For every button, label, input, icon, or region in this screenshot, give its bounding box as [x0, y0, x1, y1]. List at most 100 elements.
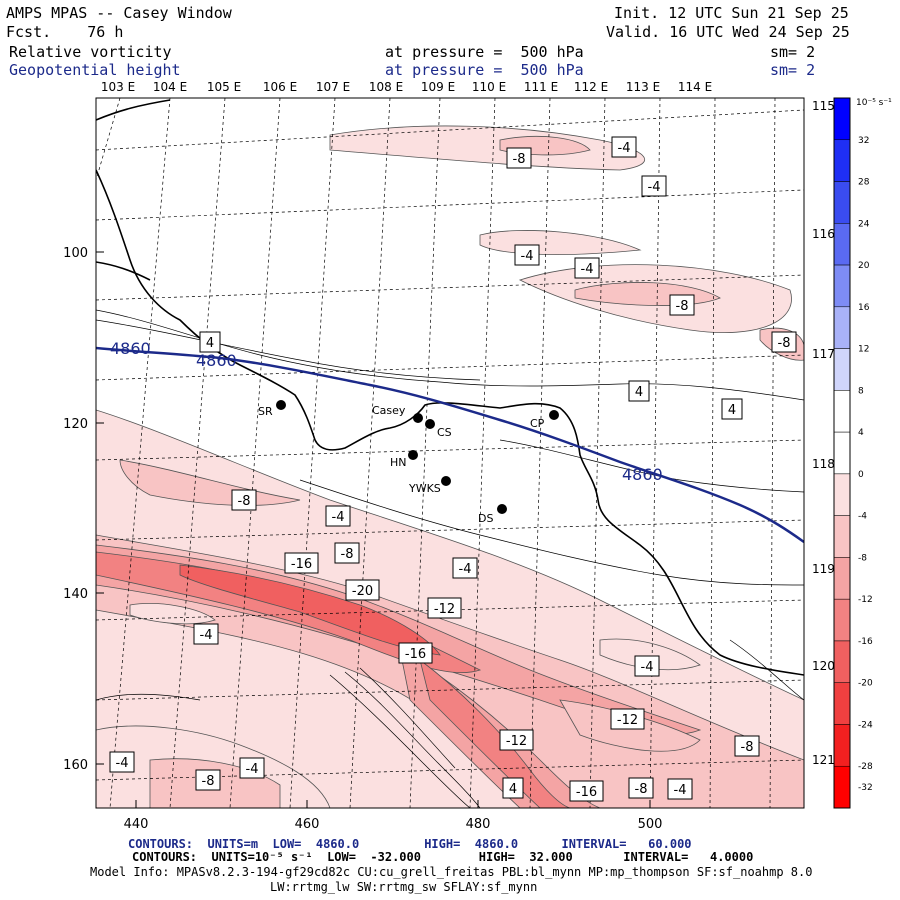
colorbar-label: -16	[858, 637, 873, 647]
svg-text:-8: -8	[202, 774, 215, 789]
vorticity-label: -4	[325, 505, 351, 527]
x-axis-ticks: 440 460 480 500	[124, 800, 663, 832]
map-frame	[95, 97, 805, 809]
svg-text:-8: -8	[513, 152, 526, 167]
vorticity-label: -20	[345, 579, 380, 601]
colorbar-swatch	[833, 348, 851, 391]
svg-text:-8: -8	[341, 547, 354, 562]
top-lon-label: 111 E	[524, 80, 558, 94]
svg-text:-4: -4	[200, 628, 213, 643]
y-tick-label: 120	[63, 417, 88, 432]
colorbar-swatch	[833, 390, 851, 433]
svg-text:-8: -8	[635, 782, 648, 797]
y-tick-label: 100	[63, 246, 88, 261]
colorbar-swatch	[833, 97, 851, 141]
height-label: 4860	[622, 465, 663, 484]
colorbar-label: -8	[858, 553, 867, 563]
station-hn: HN	[390, 450, 418, 469]
vorticity-label: 4	[721, 398, 743, 420]
svg-text:-8: -8	[778, 336, 791, 351]
svg-text:-16: -16	[291, 557, 312, 572]
station-cp: CP	[530, 410, 559, 430]
vorticity-label: -4	[634, 655, 660, 677]
top-lon-label: 104 E	[153, 80, 187, 94]
height-contour-4860	[96, 346, 804, 544]
svg-text:-12: -12	[617, 713, 638, 728]
colorbar-swatch	[833, 264, 851, 308]
colorbar-swatch	[833, 598, 851, 642]
y-tick-label: 160	[63, 758, 88, 773]
colorbar-label: 16	[858, 303, 870, 313]
svg-text:-4: -4	[618, 141, 631, 156]
vorticity-label: -4	[667, 778, 693, 800]
x-tick-label: 500	[638, 817, 663, 832]
vorticity-label: -4	[193, 623, 219, 645]
top-lon-label: 106 E	[263, 80, 297, 94]
y-tick-label: 140	[63, 587, 88, 602]
top-longitude-labels: 103 E 104 E 105 E 106 E 107 E 108 E 109 E 110 E…	[101, 80, 712, 94]
vorticity-label: -16	[569, 780, 604, 802]
field2-smoothing: sm= 2	[770, 61, 816, 79]
vorticity-label: -4	[641, 175, 667, 197]
field1-name: Relative vorticity	[9, 43, 172, 61]
colorbar-swatch	[833, 473, 851, 516]
svg-text:CS: CS	[437, 426, 452, 439]
colorbar-label: 32	[858, 136, 869, 146]
x-tick-label: 480	[466, 817, 491, 832]
field2-name: Geopotential height	[9, 61, 181, 79]
map-area	[96, 98, 804, 808]
vorticity-label: -12	[427, 597, 462, 619]
vorticity-label: 4	[502, 777, 524, 799]
svg-text:Casey: Casey	[372, 404, 406, 417]
vorticity-label: -12	[610, 708, 645, 730]
vorticity-label: 4	[199, 331, 221, 353]
vorticity-label: -8	[506, 147, 532, 169]
vorticity-label: 4	[628, 380, 650, 402]
colorbar-swatch	[833, 724, 851, 767]
svg-text:-8: -8	[741, 740, 754, 755]
svg-text:DS: DS	[478, 512, 493, 525]
svg-text:-4: -4	[648, 180, 661, 195]
svg-text:4: 4	[635, 385, 643, 400]
vorticity-label: -8	[195, 769, 221, 791]
vorticity-label: -4	[239, 757, 265, 779]
svg-text:-4: -4	[332, 510, 345, 525]
colorbar-swatch	[833, 181, 851, 224]
colorbar-label: 4	[858, 428, 864, 438]
station-cs: CS	[425, 419, 452, 439]
vorticity-label: -4	[452, 557, 478, 579]
x-tick-label: 440	[124, 817, 149, 832]
svg-text:4: 4	[206, 336, 214, 351]
colorbar-label: 8	[858, 386, 864, 396]
colorbar-swatch	[833, 640, 851, 683]
station-casey: Casey	[372, 404, 423, 423]
plot-title: AMPS MPAS -- Casey Window	[6, 4, 232, 22]
colorbar-swatch	[833, 557, 851, 600]
colorbar-swatch	[833, 139, 851, 182]
svg-text:-8: -8	[676, 299, 689, 314]
svg-text:-4: -4	[116, 756, 129, 771]
colorbar-swatch	[833, 306, 851, 349]
top-lon-label: 112 E	[574, 80, 608, 94]
y-axis-ticks: 100 120 140 160	[63, 246, 104, 773]
top-lon-label: 113 E	[626, 80, 660, 94]
colorbar-label: -12	[858, 595, 873, 605]
svg-text:4: 4	[728, 403, 736, 418]
vorticity-label: -8	[669, 294, 695, 316]
colorbar-label: -24	[858, 720, 873, 730]
colorbar-label: -32	[858, 783, 873, 793]
vorticity-label: -16	[398, 642, 433, 664]
colorbar-label: -28	[858, 762, 873, 772]
colorbar-label: 28	[858, 178, 870, 188]
vorticity-label: -8	[231, 489, 257, 511]
svg-text:-4: -4	[641, 660, 654, 675]
station-sr: SR	[258, 400, 286, 418]
top-lon-label: 114 E	[678, 80, 712, 94]
colorbar: 10⁻⁵ s⁻¹ 32 28 24 20 16 12 8 4 0 -4 -8 -12 -16 -20 -24 -…	[833, 97, 892, 809]
vorticity-label: -4	[611, 136, 637, 158]
footer-model-info: Model Info: MPASv8.2.3-194-gf29cd82c CU:…	[90, 865, 813, 879]
svg-text:-4: -4	[581, 262, 594, 277]
top-lon-label: 109 E	[421, 80, 455, 94]
height-label: 4860	[110, 339, 151, 358]
